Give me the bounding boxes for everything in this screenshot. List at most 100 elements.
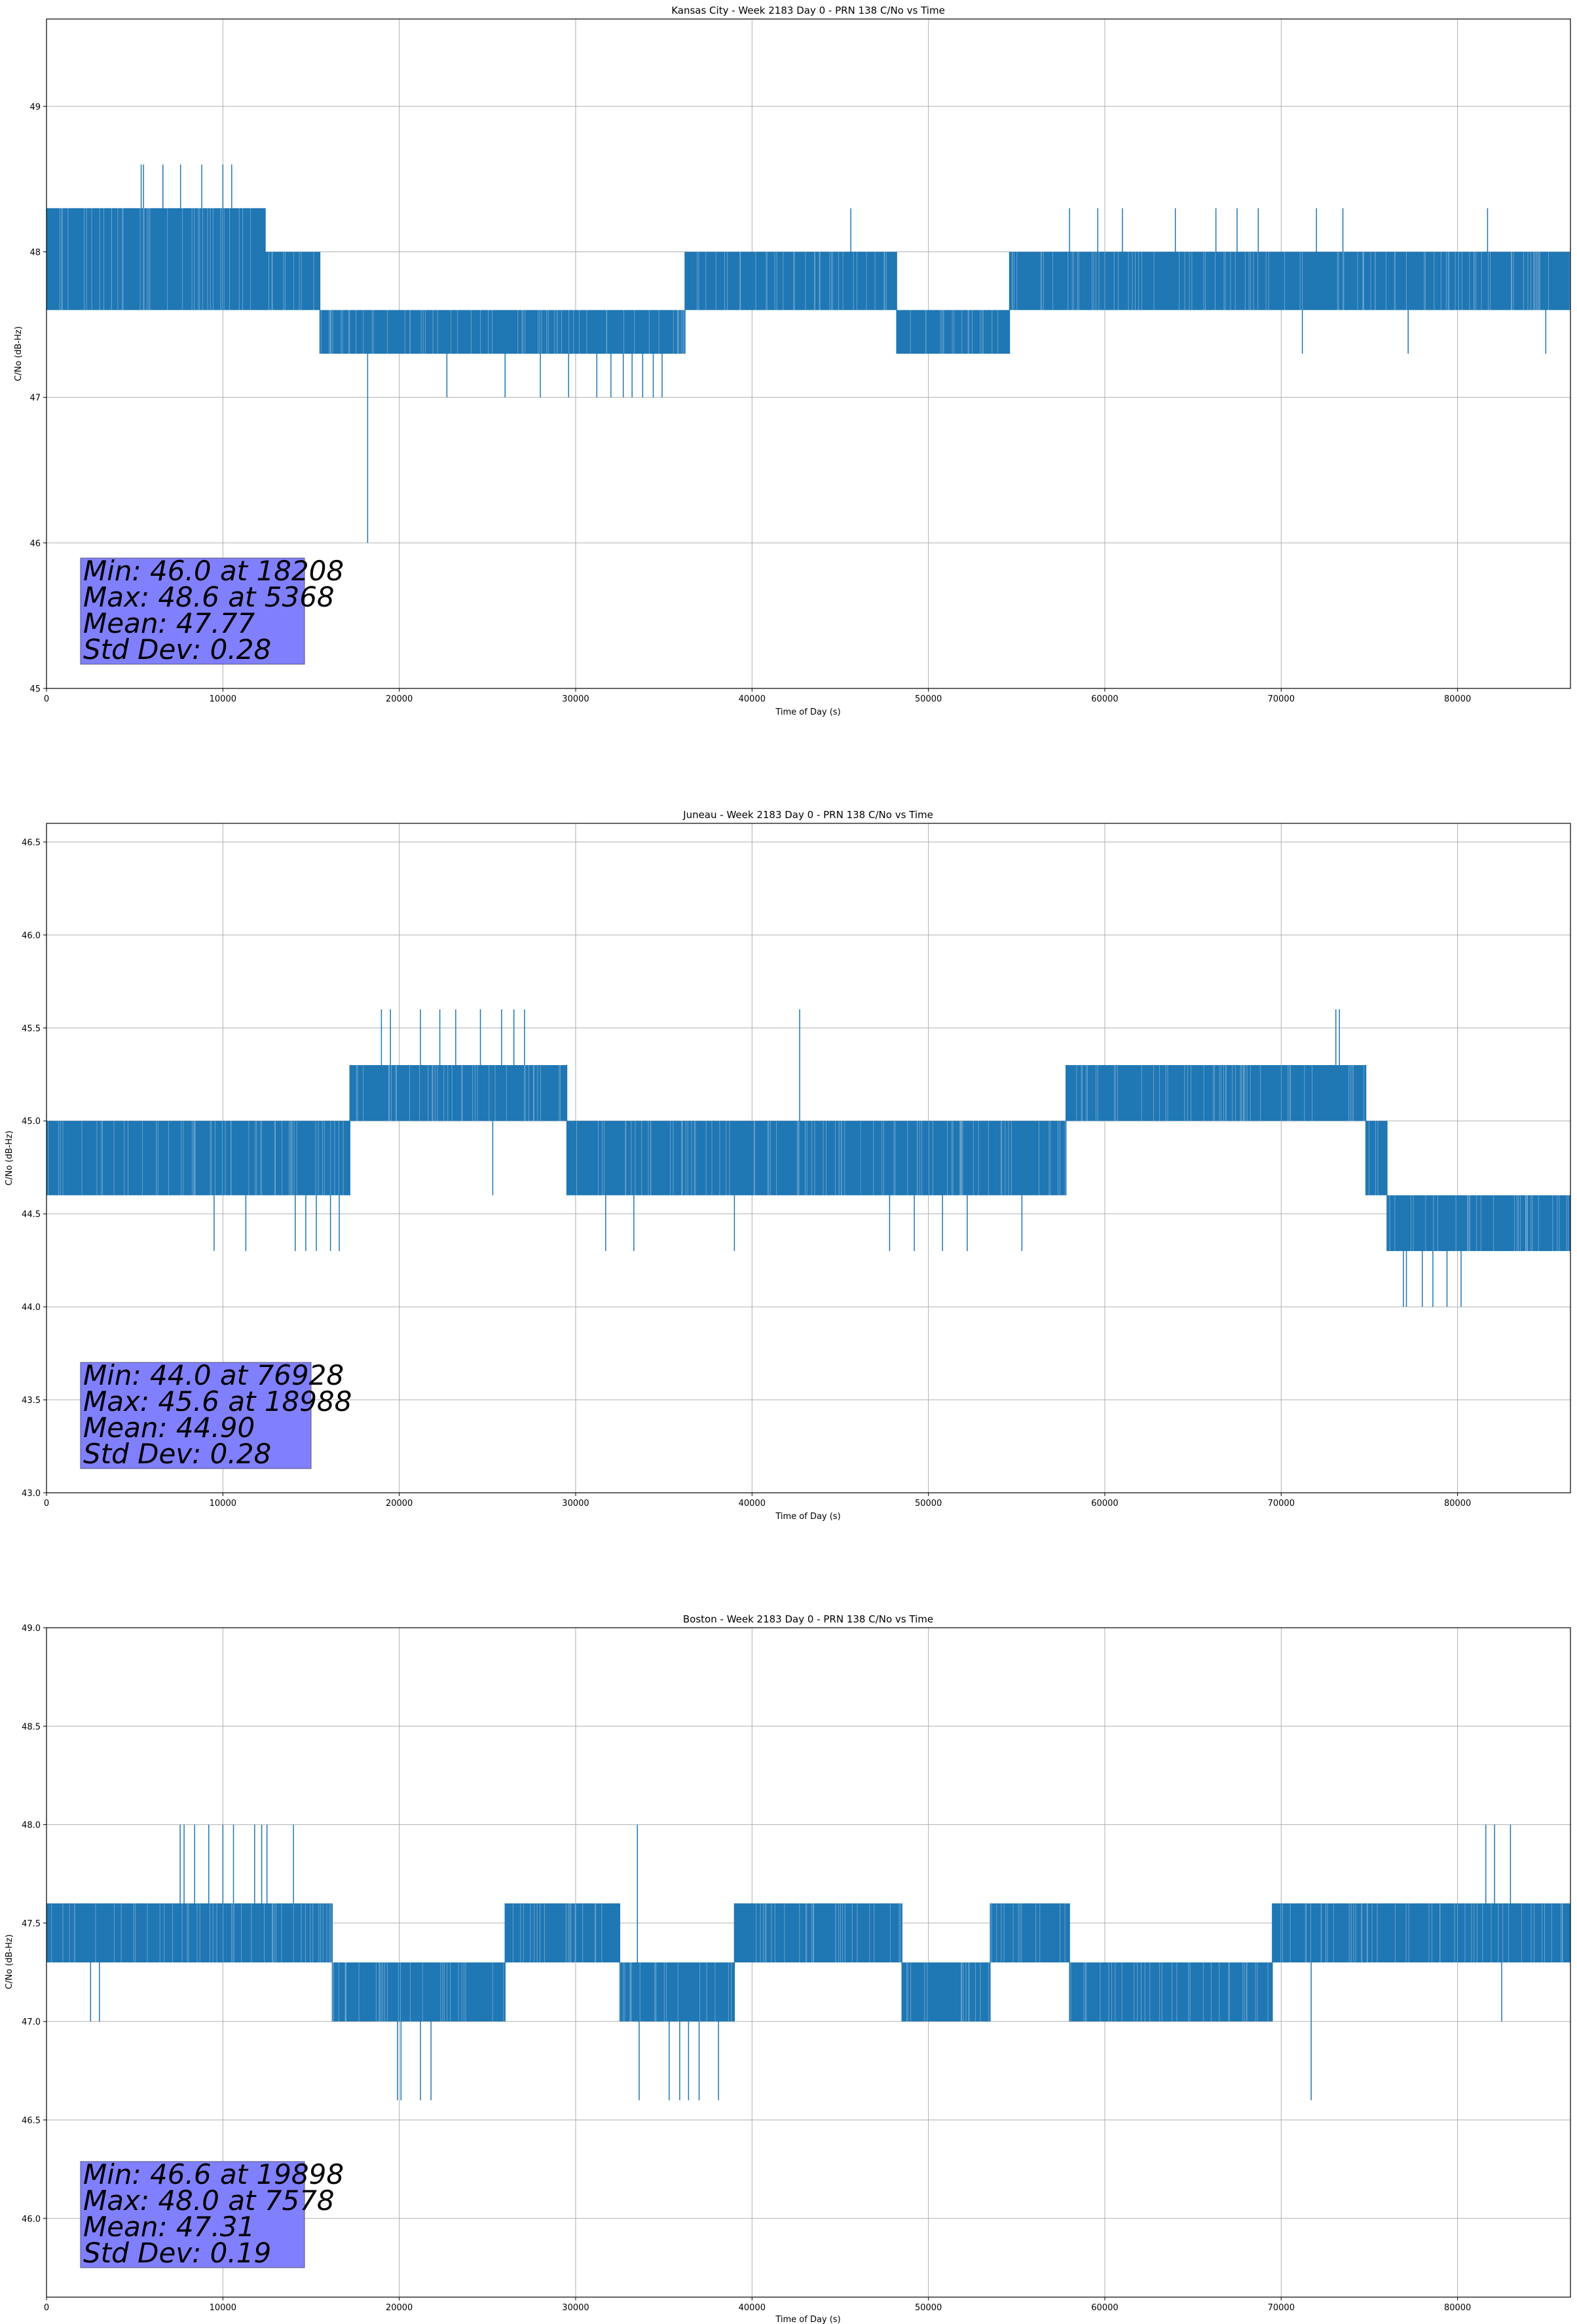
x-tick-label: 10000: [210, 1499, 236, 1509]
x-tick-label: 60000: [1091, 1499, 1118, 1509]
series-band-texture: [1011, 252, 1570, 310]
y-axis-label: C/No (dB-Hz): [5, 1934, 14, 1989]
y-tick-label: 47.0: [22, 2017, 41, 2027]
series-band-texture: [47, 1121, 344, 1195]
series-band-texture: [268, 252, 314, 310]
series-band-texture: [320, 310, 684, 354]
stats-box-background: [80, 1362, 312, 1469]
series-spikes: [90, 1824, 1512, 2101]
x-tick-label: 0: [44, 2303, 49, 2313]
series-band-texture: [620, 1962, 732, 2022]
y-tick-label: 48: [29, 248, 41, 257]
axes-frame: [46, 1627, 1571, 2298]
x-tick-label: 80000: [1444, 2303, 1471, 2313]
x-axis-label: Time of Day (s): [775, 1512, 840, 1522]
chart-title: Juneau - Week 2183 Day 0 - PRN 138 C/No …: [682, 809, 933, 821]
series-band-texture: [1280, 1903, 1441, 1962]
series-spikes: [140, 164, 1547, 543]
series-band-segment: [320, 310, 685, 354]
series-band-texture: [356, 1065, 561, 1121]
stats-mean: Mean: 44.90: [83, 1412, 255, 1444]
x-axis-label: Time of Day (s): [775, 2315, 840, 2324]
series-band-texture: [1454, 1903, 1563, 1962]
y-tick-label: 47.5: [22, 1919, 41, 1929]
series-band-segment: [1449, 1903, 1570, 1962]
stats-box: Min: 46.6 at 19898 Max: 48.0 at 7578 Mea…: [80, 2158, 344, 2269]
series-cno-line: [46, 1903, 1570, 2022]
series-band-segment: [620, 1962, 735, 2022]
series-band-segment: [1272, 1903, 1449, 1962]
series-band-segment: [734, 1903, 902, 1962]
series-band-segment: [1069, 1962, 1272, 2022]
x-tick-label: 20000: [386, 2303, 413, 2313]
series-cno-line: [46, 1065, 1570, 1251]
y-tick-label: 47: [29, 394, 41, 403]
series-band-texture: [990, 1903, 1066, 1962]
x-tick-label: 60000: [1091, 694, 1118, 704]
series-cno-line: [46, 208, 1570, 354]
subplot-kansas-city: Kansas City - Week 2183 Day 0 - PRN 138 …: [14, 5, 1571, 717]
y-tick-label: 44.5: [22, 1210, 41, 1220]
y-tick-label: 43.0: [22, 1489, 41, 1499]
stats-box: Min: 46.0 at 18208 Max: 48.6 at 5368 Mea…: [80, 555, 344, 665]
series-band-segment: [350, 1065, 567, 1121]
series-band-texture: [873, 1121, 1066, 1195]
x-tick-label: 10000: [210, 2303, 236, 2313]
series-band-segment: [861, 1121, 1066, 1195]
series-band-segment: [46, 1903, 333, 1962]
x-tick-label: 60000: [1091, 2303, 1118, 2313]
y-tick-label: 44.0: [22, 1303, 41, 1313]
series-band-texture: [1389, 1195, 1569, 1251]
axes-frame: [46, 18, 1571, 689]
y-tick-label: 45.5: [22, 1024, 41, 1034]
series-band-texture: [697, 252, 897, 310]
stats-box-background: [80, 557, 305, 665]
series-band-segment: [46, 208, 265, 310]
y-tick-label: 46.0: [22, 931, 41, 941]
y-tick-label: 46.5: [22, 838, 41, 848]
stats-min: Min: 46.6 at 19898: [83, 2158, 344, 2190]
series-band-segment: [684, 252, 897, 310]
x-tick-label: 70000: [1268, 1499, 1295, 1509]
y-tick-label: 46: [29, 539, 41, 549]
series-band-segment: [566, 1121, 862, 1195]
chart-title: Boston - Week 2183 Day 0 - PRN 138 C/No …: [683, 1613, 933, 1625]
x-tick-label: 30000: [562, 1499, 589, 1509]
x-tick-label: 50000: [915, 1499, 942, 1509]
y-axis-label: C/No (dB-Hz): [5, 1131, 14, 1186]
subplot-juneau: Juneau - Week 2183 Day 0 - PRN 138 C/No …: [5, 809, 1571, 1522]
stats-std-dev: Std Dev: 0.28: [83, 633, 271, 665]
series-band-segment: [1386, 1195, 1570, 1251]
series-band-texture: [512, 1903, 603, 1962]
y-tick-label: 46.0: [22, 2215, 41, 2224]
series-band-segment: [902, 1962, 990, 2022]
y-tick-label: 46.5: [22, 2116, 41, 2126]
series-band-texture: [576, 1121, 861, 1195]
series-band-texture: [1076, 1065, 1364, 1121]
stats-std-dev: Std Dev: 0.19: [83, 2237, 271, 2269]
x-tick-label: 10000: [210, 694, 236, 704]
series-band-texture: [906, 1962, 990, 2022]
series-band-segment: [1365, 1121, 1387, 1195]
series-band-segment: [897, 310, 1010, 354]
series-band-texture: [51, 1903, 332, 1962]
x-tick-label: 70000: [1268, 2303, 1295, 2313]
y-tick-label: 49.0: [22, 1624, 41, 1634]
x-tick-label: 50000: [915, 2303, 942, 2313]
series-band-texture: [910, 310, 999, 354]
stats-min: Min: 46.0 at 18208: [83, 555, 344, 587]
y-tick-label: 48.5: [22, 1722, 41, 1732]
series-band-segment: [1066, 1065, 1366, 1121]
y-tick-label: 49: [29, 102, 41, 112]
x-tick-label: 70000: [1268, 694, 1295, 704]
y-tick-label: 45: [29, 684, 41, 694]
y-tick-label: 45.0: [22, 1117, 41, 1127]
y-tick-label: 43.5: [22, 1396, 41, 1406]
stats-mean: Mean: 47.31: [83, 2211, 255, 2243]
x-tick-label: 0: [44, 1499, 49, 1509]
x-tick-label: 40000: [739, 2303, 766, 2313]
stats-max: Max: 48.6 at 5368: [83, 581, 335, 613]
series-band-texture: [756, 1903, 901, 1962]
stats-max: Max: 45.6 at 18988: [83, 1385, 352, 1417]
x-tick-label: 80000: [1444, 694, 1471, 704]
